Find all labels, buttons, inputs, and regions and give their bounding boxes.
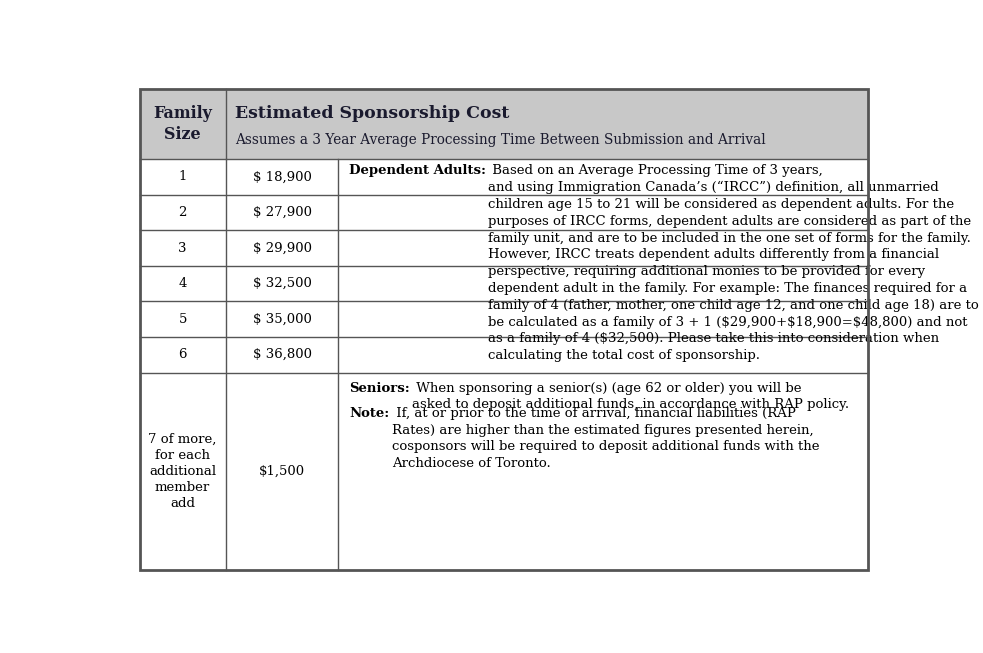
Text: 7 of more,
for each
additional
member
add: 7 of more, for each additional member ad… bbox=[148, 433, 217, 510]
Text: $ 27,900: $ 27,900 bbox=[253, 206, 312, 219]
Text: Dependent Adults:: Dependent Adults: bbox=[349, 164, 487, 177]
Text: Seniors:: Seniors: bbox=[349, 381, 410, 394]
Text: If, at or prior to the time of arrival, financial liabilities (RAP
Rates) are hi: If, at or prior to the time of arrival, … bbox=[391, 407, 819, 470]
Text: 1: 1 bbox=[179, 170, 187, 183]
Text: Based on an Average Processing Time of 3 years,
and using Immigration Canada’s (: Based on an Average Processing Time of 3… bbox=[489, 164, 979, 362]
Text: Family
Size: Family Size bbox=[153, 105, 212, 143]
Bar bbox=[140, 89, 868, 159]
Text: $1,500: $1,500 bbox=[259, 465, 305, 478]
Text: 5: 5 bbox=[179, 313, 187, 326]
Text: Assumes a 3 Year Average Processing Time Between Submission and Arrival: Assumes a 3 Year Average Processing Time… bbox=[236, 133, 766, 147]
Text: 3: 3 bbox=[178, 242, 187, 255]
Text: Estimated Sponsorship Cost: Estimated Sponsorship Cost bbox=[236, 105, 510, 122]
Bar bbox=[140, 159, 868, 570]
Text: 2: 2 bbox=[179, 206, 187, 219]
Text: $ 35,000: $ 35,000 bbox=[253, 313, 312, 326]
Text: 4: 4 bbox=[179, 277, 187, 290]
Text: Note:: Note: bbox=[349, 407, 389, 420]
Text: $ 18,900: $ 18,900 bbox=[253, 170, 312, 183]
Text: When sponsoring a senior(s) (age 62 or older) you will be
asked to deposit addit: When sponsoring a senior(s) (age 62 or o… bbox=[412, 381, 849, 411]
Text: 6: 6 bbox=[178, 348, 187, 361]
Text: $ 36,800: $ 36,800 bbox=[253, 348, 312, 361]
Text: $ 32,500: $ 32,500 bbox=[253, 277, 312, 290]
Text: $ 29,900: $ 29,900 bbox=[253, 242, 312, 255]
